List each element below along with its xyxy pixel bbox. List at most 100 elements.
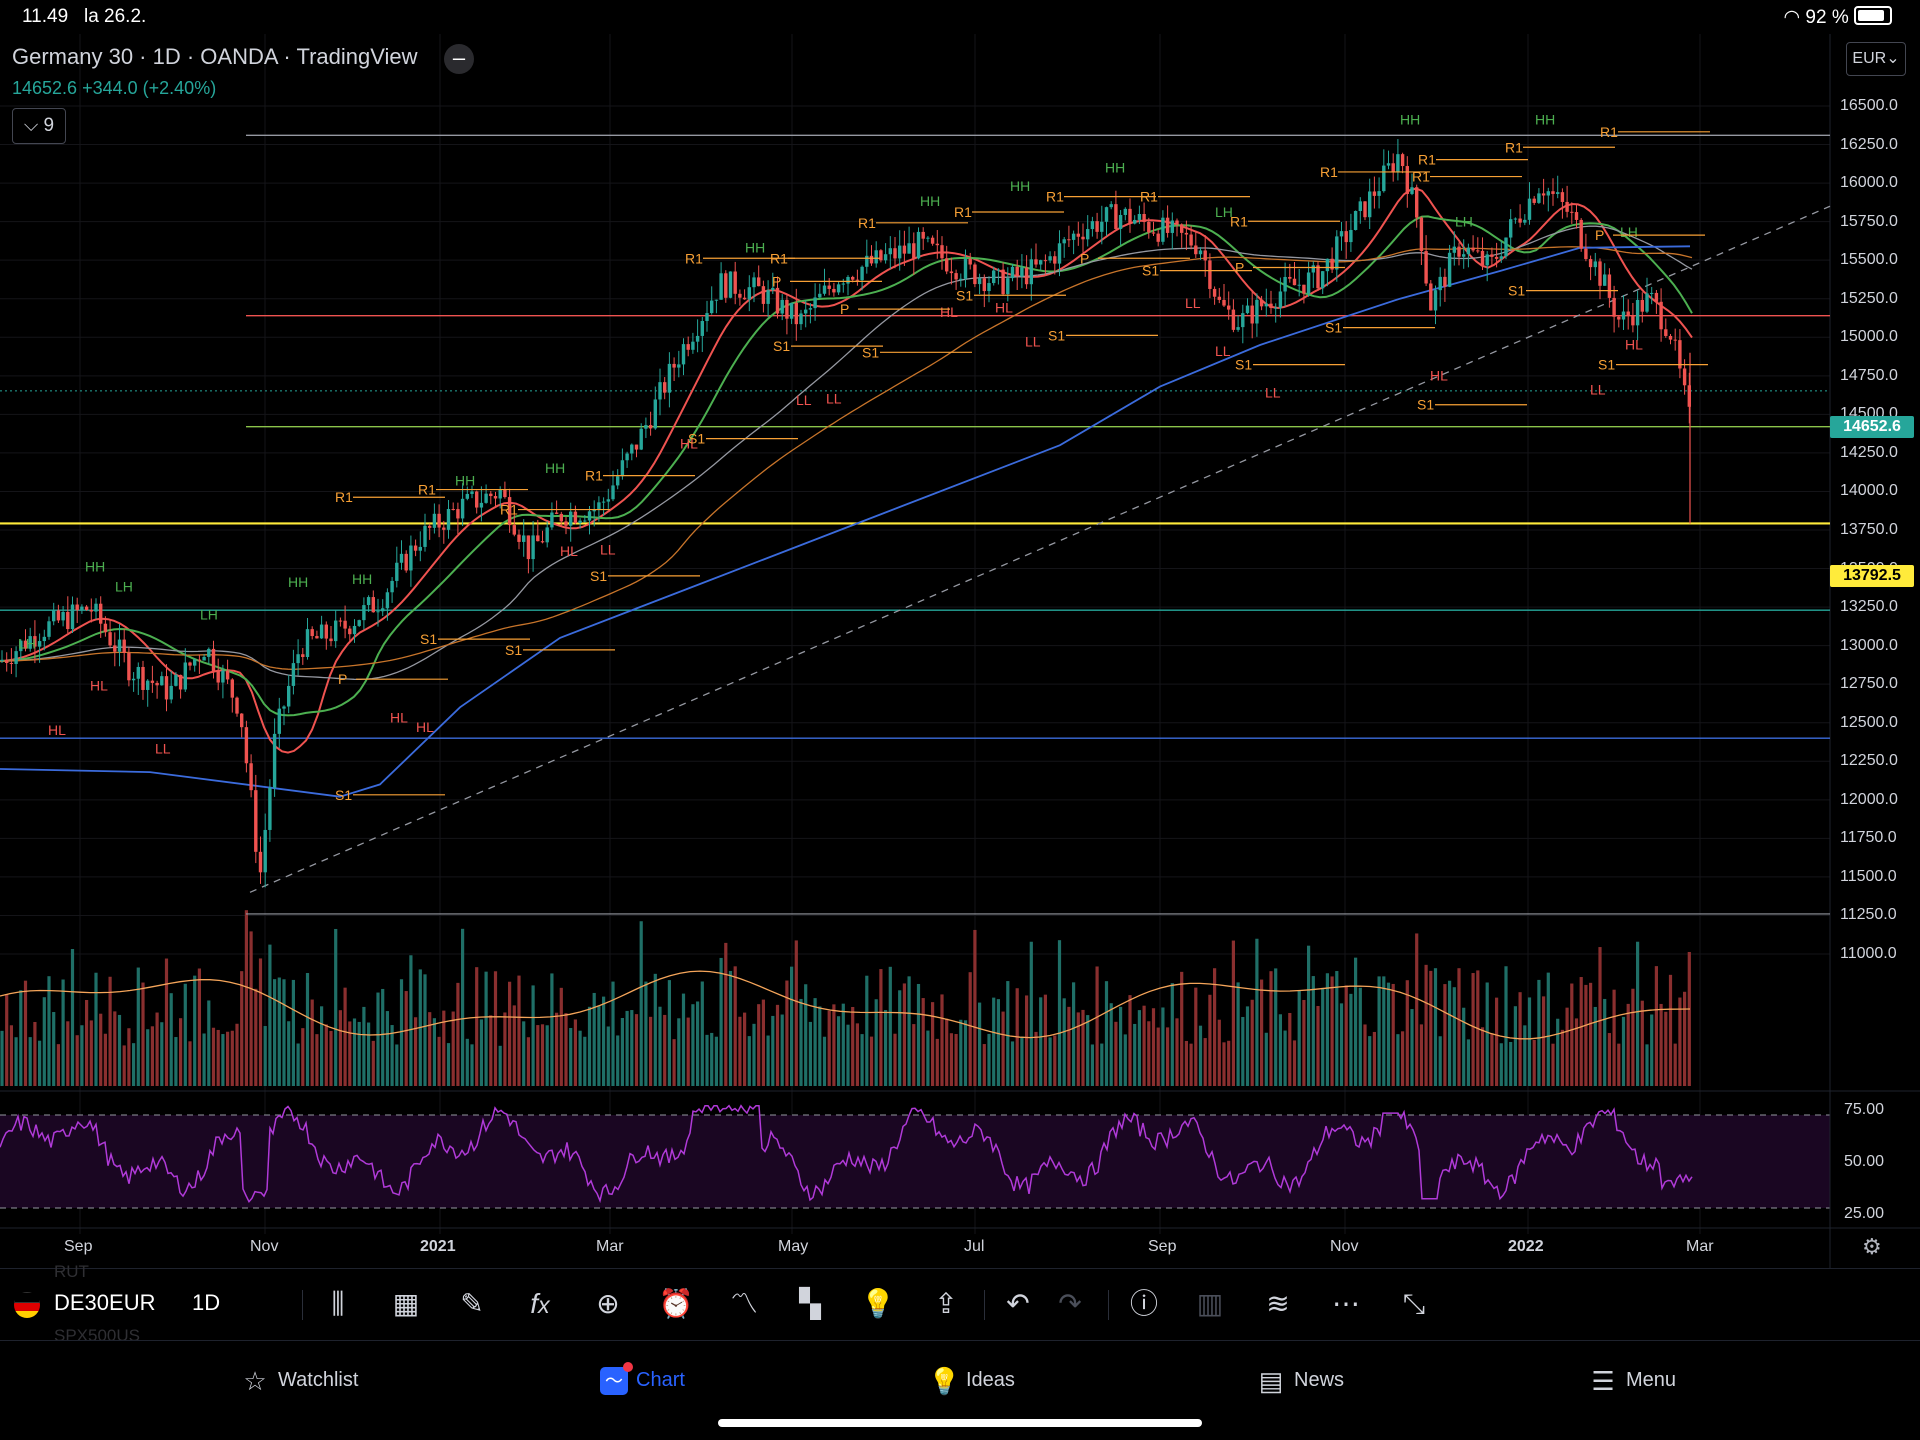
volume-bar — [1307, 945, 1311, 1086]
status-bar: 11.49 la 26.2. ◠ 92 % — [0, 0, 1920, 34]
candle-body — [395, 562, 399, 581]
candle-body — [56, 610, 61, 621]
symbol-button[interactable]: DE30EUR — [54, 1290, 156, 1315]
volume-bar — [503, 1012, 507, 1086]
candle-body — [343, 620, 347, 629]
volume-bar — [80, 1025, 84, 1086]
volume-bar — [85, 999, 89, 1086]
pivot-level-label: R1 — [685, 250, 703, 266]
candles-icon[interactable]: ⫼ — [331, 1288, 345, 1319]
collapse-legend-button[interactable]: – — [444, 44, 474, 74]
candle-body — [1593, 261, 1597, 268]
volume-bar — [780, 1014, 784, 1086]
volume-bar — [978, 1002, 982, 1086]
volume-bar — [1100, 1043, 1104, 1086]
candle-body — [352, 625, 357, 635]
volume-bar — [1288, 1012, 1292, 1086]
nav-ideas[interactable]: 💡 Ideas — [928, 1360, 1015, 1400]
volume-bar — [1358, 987, 1362, 1086]
candle-body — [437, 513, 441, 528]
undo-icon[interactable]: ↶ — [1006, 1288, 1030, 1319]
indicators-toggle-button[interactable]: ⌵ 9 — [12, 108, 66, 144]
candle-body — [677, 364, 681, 368]
pivot-label: HH — [352, 571, 372, 587]
volume-bar — [757, 1004, 761, 1086]
candle-body — [1424, 251, 1428, 284]
candle-body — [1010, 266, 1015, 279]
ideas-lightbulb-icon[interactable]: 💡 — [860, 1288, 896, 1319]
bar-chart-icon[interactable]: ▥ — [1196, 1288, 1224, 1319]
volume-bar — [0, 1030, 4, 1086]
volume-bar — [1560, 1029, 1564, 1086]
candle-body — [1137, 213, 1142, 220]
candle-body — [1081, 236, 1085, 240]
candle-body — [536, 535, 540, 542]
layout-grid-icon[interactable]: ▚ — [799, 1288, 821, 1319]
ma-green-line — [0, 215, 1693, 717]
candle-body — [714, 299, 719, 301]
candle-body — [423, 525, 427, 547]
price-axis-tick: 11000.0 — [1840, 945, 1897, 962]
volume-bar — [653, 973, 657, 1086]
strategy-icon[interactable]: 〽 — [729, 1288, 758, 1319]
alert-clock-icon[interactable]: ⏰ — [658, 1288, 694, 1319]
nav-chart[interactable]: 〜 Chart — [600, 1360, 685, 1400]
candle-body — [221, 670, 225, 683]
indicators-fx-icon[interactable]: fx — [530, 1288, 550, 1319]
more-icon[interactable]: ⋯ — [1332, 1288, 1360, 1319]
pivot-level-label: R1 — [1230, 213, 1248, 229]
volume-bar — [1565, 1007, 1569, 1086]
share-icon[interactable]: ⇪ — [934, 1288, 958, 1319]
candle-body — [1297, 284, 1301, 286]
candle-body — [1142, 213, 1146, 223]
compare-calendar-icon[interactable]: ▦ — [392, 1288, 420, 1319]
nav-watchlist[interactable]: ☆ Watchlist — [240, 1360, 358, 1400]
volume-bar — [282, 979, 286, 1086]
volume-bar — [954, 1034, 958, 1086]
info-icon[interactable]: ⓘ — [1129, 1288, 1158, 1319]
currency-selector[interactable]: EUR⌄ — [1846, 42, 1906, 76]
candle-body — [1640, 299, 1644, 312]
candle-body — [1504, 237, 1508, 257]
price-axis-tick: 12000.0 — [1840, 790, 1898, 808]
candle-body — [940, 245, 944, 259]
volume-bar — [1048, 1037, 1052, 1086]
volume-bar — [808, 1021, 812, 1086]
candle-body — [301, 654, 305, 657]
volume-bar — [888, 966, 892, 1086]
candle-body — [1302, 284, 1306, 294]
redo-icon[interactable]: ↷ — [1058, 1288, 1082, 1319]
volume-bar — [790, 966, 794, 1086]
volume-bar — [658, 1006, 662, 1086]
candle-body — [1269, 303, 1273, 308]
candle-body — [841, 283, 845, 285]
volume-bar — [1231, 940, 1235, 1086]
candle-body — [874, 250, 878, 264]
candle-body — [489, 493, 493, 497]
volume-bar — [160, 1022, 164, 1086]
pivot-level-label: S1 — [1508, 283, 1525, 299]
settings-gear-icon[interactable]: ⚙ — [1862, 1234, 1882, 1259]
price-chart[interactable]: LH HH LH LH HL HL LL HH HH HH HH HH HH HH HH HH HH LH LH LH… — [0, 34, 1920, 1268]
pivot-label: LL — [1025, 334, 1041, 350]
volume-bar — [879, 969, 883, 1086]
add-plus-icon[interactable]: ⊕ — [596, 1288, 620, 1319]
volume-bar — [550, 973, 554, 1086]
candle-body — [1386, 163, 1391, 166]
fullscreen-icon[interactable]: ⤡ — [1402, 1288, 1426, 1319]
volume-bar — [127, 1028, 131, 1086]
volume-bar — [1386, 982, 1391, 1086]
candle-body — [169, 685, 173, 700]
candle-body — [1537, 193, 1541, 203]
nav-menu[interactable]: ☰ Menu — [1588, 1360, 1676, 1400]
volume-bar — [169, 993, 173, 1086]
trend-lines-icon[interactable]: ≋ — [1266, 1288, 1290, 1319]
volume-bar — [1678, 997, 1682, 1086]
volume-bar — [583, 1036, 587, 1086]
interval-button[interactable]: 1D — [192, 1290, 221, 1315]
pencil-draw-icon[interactable]: ✎ — [460, 1288, 484, 1319]
battery-indicator: ◠ 92 % — [1784, 6, 1892, 29]
volume-bar — [625, 1010, 629, 1086]
candle-body — [1231, 309, 1236, 330]
nav-news[interactable]: ▤ News — [1256, 1360, 1344, 1400]
